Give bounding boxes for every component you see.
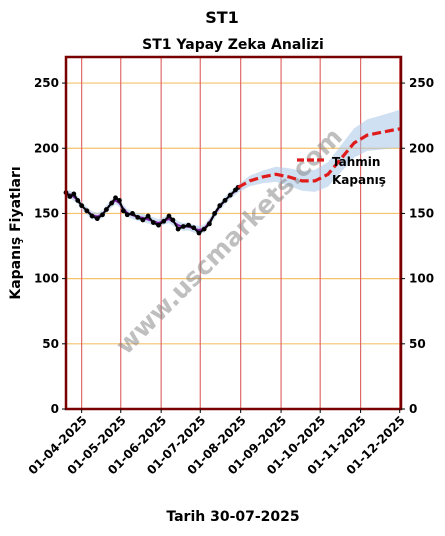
legend: Tahmin Kapanış (297, 155, 386, 187)
point-kapanis (186, 222, 191, 228)
point-kapanis (71, 191, 77, 197)
point-kapanis (150, 220, 156, 225)
chart-suptitle: ST1 (205, 8, 239, 27)
point-kapanis (130, 211, 135, 216)
point-kapanis (212, 211, 217, 216)
point-kapanis (161, 218, 167, 224)
point-kapanis (217, 203, 223, 209)
point-kapanis (201, 226, 207, 232)
point-kapanis (135, 214, 141, 220)
y-tick-label-right: 0 (409, 402, 417, 416)
chart-title: ST1 Yapay Zeka Analizi (142, 37, 324, 53)
legend-label-tahmin: Tahmin (332, 155, 380, 169)
point-kapanis (196, 230, 202, 236)
point-kapanis (89, 213, 95, 219)
point-kapanis (191, 225, 197, 231)
point-kapanis (156, 222, 161, 228)
forecast-band (66, 109, 401, 234)
series-line-tahmin (237, 127, 402, 189)
point-kapanis (166, 213, 172, 219)
point-kapanis (75, 198, 81, 203)
point-kapanis (100, 212, 105, 218)
series-layer (63, 127, 402, 236)
y-tick-label-right: 100 (409, 272, 434, 286)
point-kapanis (206, 221, 212, 227)
point-kapanis (120, 208, 126, 214)
y-tick-label-right: 250 (409, 76, 434, 90)
grid (66, 57, 401, 409)
point-kapanis (145, 213, 151, 219)
point-kapanis (140, 217, 146, 223)
y-tick-label-right: 200 (409, 141, 434, 155)
point-kapanis (94, 216, 100, 222)
y-tick-label-left: 100 (34, 272, 59, 286)
point-kapanis (84, 208, 90, 214)
y-tick-label-left: 150 (34, 206, 59, 220)
y-tick-label-left: 250 (34, 76, 59, 90)
legend-label-kapanis: Kapanış (332, 173, 386, 187)
y-tick-label-left: 200 (34, 141, 59, 155)
y-tick-label-left: 0 (51, 402, 59, 416)
x-axis-label: Tarih 30-07-2025 (166, 509, 299, 525)
y-tick-label-right: 150 (409, 206, 434, 220)
point-kapanis (79, 203, 85, 209)
point-kapanis (117, 198, 122, 203)
y-tick-label-left: 50 (42, 337, 59, 351)
point-kapanis (227, 192, 233, 198)
point-kapanis (222, 198, 228, 203)
point-kapanis (67, 194, 73, 199)
point-kapanis (124, 212, 130, 218)
confidence-band (66, 109, 401, 234)
point-kapanis (104, 207, 109, 212)
point-kapanis (113, 195, 118, 201)
point-kapanis (109, 200, 115, 206)
point-kapanis (175, 226, 181, 232)
y-tick-label-right: 50 (409, 337, 426, 351)
plot-frame (64, 55, 403, 411)
y-axis-label: Kapanış Fiyatları (8, 166, 24, 299)
point-kapanis (180, 224, 186, 229)
point-kapanis (170, 217, 176, 223)
